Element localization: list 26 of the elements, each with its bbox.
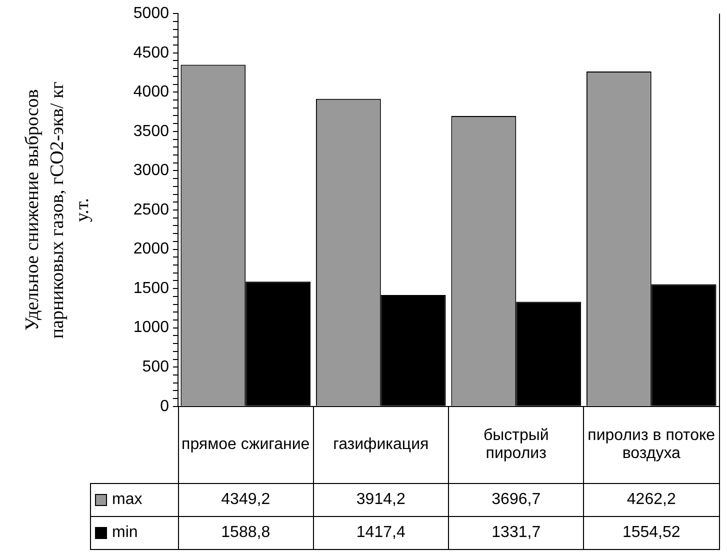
y-tick-label: 2500 xyxy=(133,201,170,218)
y-tick-label: 0 xyxy=(160,398,170,415)
data-label: 3696,7 xyxy=(448,484,584,517)
x-tick-label: газификация xyxy=(313,406,448,484)
x-tick-label: прямое сжигание xyxy=(178,406,314,484)
y-tick-label: 3000 xyxy=(133,162,170,180)
data-label: 1554,52 xyxy=(584,516,719,550)
data-label: 1588,8 xyxy=(178,516,314,550)
data-label: 1331,7 xyxy=(448,516,584,550)
y-tick-label: 4000 xyxy=(133,84,170,101)
data-label: 4349,2 xyxy=(178,484,314,517)
y-tick-label: 2000 xyxy=(133,240,170,258)
y-tick-label: 4500 xyxy=(133,44,170,62)
x-tick-label: пиролиз в потоке воздуха xyxy=(584,406,719,484)
y-axis-title: Удельное снижение выбросов парниковых газов, гСО2-экв/ кг у.т. xyxy=(21,80,94,341)
y-tick-label: 1500 xyxy=(133,280,170,297)
data-label: 3914,2 xyxy=(313,484,448,517)
y-tick-label: 1000 xyxy=(133,319,170,336)
y-tick-label: 3500 xyxy=(133,122,170,140)
legend-label: max xyxy=(90,484,178,517)
y-tick-label: 5000 xyxy=(133,5,170,22)
y-tick-label: 500 xyxy=(142,358,170,376)
x-tick-label: быстрый пиролиз xyxy=(448,406,584,484)
legend-label: min xyxy=(90,516,178,550)
data-label: 4262,2 xyxy=(584,484,719,517)
data-label: 1417,4 xyxy=(313,516,448,550)
